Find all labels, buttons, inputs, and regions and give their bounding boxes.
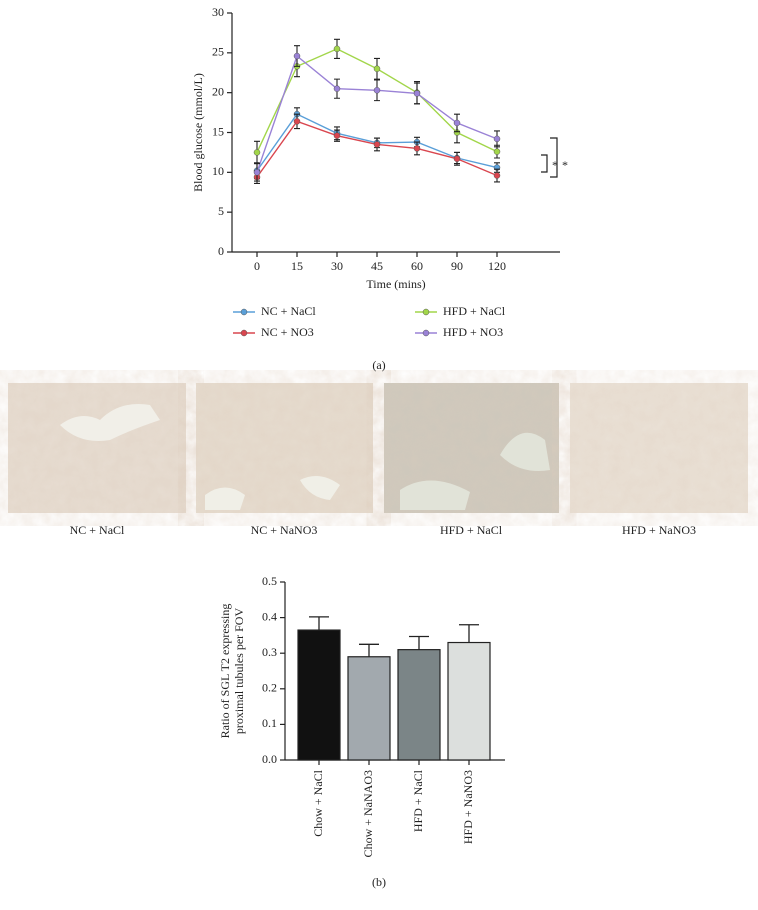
significance-bracket: [541, 137, 558, 178]
y-axis-title: proximal tubules per FOV: [232, 608, 246, 735]
bar: [397, 649, 441, 761]
bar: [297, 629, 341, 761]
y-tick-label: 0.2: [262, 681, 277, 695]
panel-label: (b): [372, 875, 386, 889]
legend-marker: [422, 329, 430, 337]
x-tick-label: 90: [451, 259, 463, 273]
micrograph-caption: NC + NaCl: [70, 523, 125, 537]
error-bar: [359, 643, 379, 657]
y-tick-label: 20: [212, 84, 224, 98]
lumen: [60, 404, 160, 441]
x-tick-label: Chow + NaCl: [311, 769, 325, 836]
legend-marker: [240, 308, 248, 316]
y-tick-label: 30: [212, 5, 224, 19]
x-tick-label: 15: [291, 259, 303, 273]
x-tick-label: HFD + NaCl: [411, 769, 425, 832]
marker: [253, 169, 261, 176]
error-bar: [409, 635, 429, 650]
x-tick-label: 45: [371, 259, 383, 273]
y-tick-label: 0.0: [262, 752, 277, 766]
legend-label: HFD + NaCl: [443, 304, 506, 318]
marker: [493, 135, 501, 143]
micrograph-caption: HFD + NaCl: [440, 523, 503, 537]
annotation: *: [562, 158, 568, 172]
legend-label: HFD + NO3: [443, 325, 503, 339]
y-axis-title: Blood glucose (mmol/L): [191, 73, 205, 192]
lumen: [400, 432, 550, 510]
y-tick-label: 0.3: [262, 645, 277, 659]
micrograph-texture: [8, 383, 186, 513]
marker: [333, 85, 341, 92]
marker: [453, 155, 461, 163]
x-tick-label: 120: [488, 259, 506, 273]
marker: [413, 145, 421, 152]
marker: [293, 52, 301, 60]
marker: [373, 65, 381, 73]
legend-label: NC + NaCl: [261, 304, 316, 318]
x-tick-label: Chow + NaNAO3: [361, 770, 375, 857]
legend-marker: [240, 329, 248, 337]
bar: [347, 656, 391, 761]
y-axis-title: Ratio of SGL T2 expressing: [218, 604, 232, 739]
marker: [333, 132, 341, 139]
micrograph-texture: [570, 383, 748, 513]
annotation: *: [552, 158, 558, 172]
y-tick-label: 0.1: [262, 716, 277, 730]
lumen: [205, 476, 340, 510]
y-tick-label: 0.4: [262, 609, 277, 623]
y-tick-label: 10: [212, 164, 224, 178]
x-tick-label: 30: [331, 259, 343, 273]
marker: [413, 90, 421, 97]
marker: [373, 87, 381, 94]
micrograph-caption: NC + NaNO3: [251, 523, 318, 537]
legend-marker: [422, 308, 430, 316]
error-bar: [459, 624, 479, 643]
y-tick-label: 0: [218, 244, 224, 258]
bar: [447, 641, 491, 761]
y-tick-label: 5: [218, 204, 224, 218]
y-tick-label: 25: [212, 45, 224, 59]
x-tick-label: 60: [411, 259, 423, 273]
y-tick-label: 15: [212, 124, 224, 138]
micrographs: [8, 383, 748, 513]
x-tick-label: 0: [254, 259, 260, 273]
error-bar: [309, 616, 329, 631]
marker: [293, 118, 301, 125]
legend-label: NC + NO3: [261, 325, 314, 339]
marker: [493, 148, 501, 155]
y-tick-label: 0.5: [262, 574, 277, 588]
x-axis-title: Time (mins): [366, 277, 425, 291]
x-tick-label: HFD + NaNO3: [461, 770, 475, 844]
marker: [453, 119, 461, 127]
marker: [253, 149, 261, 156]
marker: [333, 45, 341, 53]
marker: [493, 172, 501, 179]
micrograph-caption: HFD + NaNO3: [622, 523, 696, 537]
marker: [373, 141, 381, 148]
panel-label: (a): [372, 358, 385, 372]
